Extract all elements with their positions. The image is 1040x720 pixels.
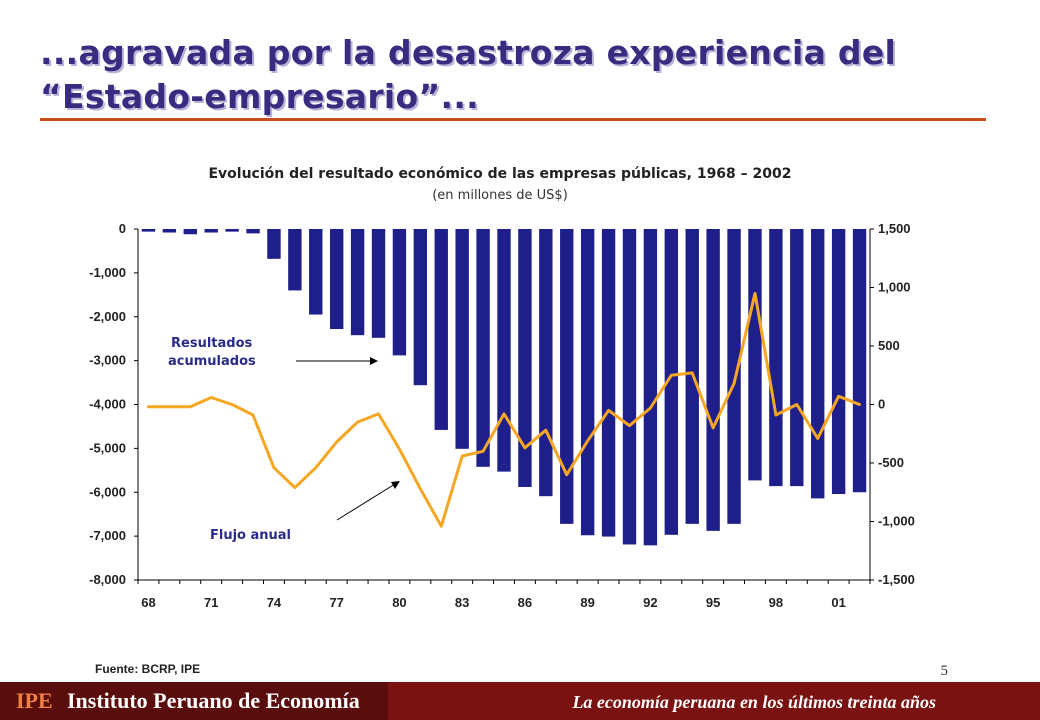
y-right-tick-label: -1,500 — [878, 572, 915, 587]
footer-org-block: IPE Instituto Peruano de Economía — [0, 682, 388, 720]
presentation-title: La economía peruana en los últimos trein… — [572, 692, 936, 712]
org-name: Instituto Peruano de Economía — [67, 688, 360, 713]
line-annotation-arrow — [336, 483, 396, 521]
y-left-tick-label: -6,000 — [89, 484, 126, 499]
bar — [288, 229, 302, 291]
bar — [204, 229, 218, 233]
bar — [183, 229, 197, 235]
bar — [831, 229, 846, 495]
bar — [852, 229, 867, 493]
y-right-tick-label: -1,000 — [878, 514, 915, 529]
bars-annotation-line1: Resultados — [171, 336, 252, 351]
x-tick-label: 98 — [769, 595, 783, 610]
x-tick-label: 83 — [455, 595, 469, 610]
x-tick-label: 01 — [831, 595, 845, 610]
bar — [455, 229, 469, 449]
y-right-tick-label: 1,000 — [878, 280, 911, 295]
x-tick-label: 95 — [706, 595, 720, 610]
y-right-tick-label: 0 — [878, 397, 885, 412]
x-tick-label: 92 — [643, 595, 657, 610]
y-left-tick-label: -4,000 — [89, 397, 126, 412]
bar — [413, 229, 428, 386]
y-left-tick-label: -2,000 — [89, 309, 126, 324]
chart-subtitle: (en millones de US$) — [432, 188, 568, 203]
bar — [664, 229, 679, 535]
title-underline — [40, 118, 986, 121]
line-annotation: Flujo anual — [210, 528, 291, 543]
x-tick-label: 86 — [518, 595, 532, 610]
bar — [329, 229, 344, 330]
y-left-tick-label: -5,000 — [89, 440, 126, 455]
y-left-tick-label: 0 — [119, 221, 126, 236]
bar — [769, 229, 783, 487]
bar — [580, 229, 595, 536]
y-left-tick-label: -8,000 — [89, 572, 126, 587]
y-right-tick-label: -500 — [878, 455, 904, 470]
footer-bar: IPE Instituto Peruano de Economía La eco… — [0, 682, 1040, 720]
x-tick-label: 74 — [267, 595, 282, 610]
chart-title: Evolución del resultado económico de las… — [208, 166, 792, 182]
y-left-tick-label: -7,000 — [89, 528, 126, 543]
bar — [225, 229, 239, 232]
line-annotation-arrowhead — [391, 481, 400, 489]
slide-title-line2: “Estado-empresario”... — [40, 77, 480, 116]
bar — [392, 229, 407, 356]
bar — [476, 229, 490, 467]
page-number: 5 — [940, 663, 949, 679]
y-right-tick-label: 500 — [878, 338, 900, 353]
bar — [309, 229, 323, 315]
ipe-logo: IPE — [16, 688, 53, 713]
bars-annotation-line2: acumulados — [168, 354, 256, 369]
bar — [811, 229, 825, 499]
bar — [141, 229, 156, 232]
x-tick-label: 77 — [329, 595, 343, 610]
x-tick-label: 68 — [141, 595, 155, 610]
bar — [246, 229, 260, 234]
bar — [518, 229, 532, 487]
y-left-tick-label: -1,000 — [89, 265, 126, 280]
bar — [434, 229, 448, 430]
x-tick-label: 89 — [580, 595, 594, 610]
y-left-tick-label: -3,000 — [89, 353, 126, 368]
bar — [162, 229, 177, 233]
bar — [706, 229, 720, 531]
x-tick-label: 71 — [204, 595, 218, 610]
slide-title-line1: ...agravada por la desastroza experienci… — [40, 33, 897, 72]
bar — [350, 229, 365, 336]
bar — [497, 229, 511, 472]
bar — [560, 229, 574, 524]
bar — [267, 229, 281, 259]
bar — [601, 229, 616, 537]
y-right-tick-label: 1,500 — [878, 221, 911, 236]
flujo-anual-line — [147, 291, 861, 528]
combo-chart: 0 -1,000 -2,000 -3,000 -4,000 -5,000 -6,000 -7,… — [89, 221, 915, 610]
bar — [371, 229, 386, 338]
bar — [727, 229, 741, 524]
source-note: Fuente: BCRP, IPE — [95, 662, 201, 676]
bar — [539, 229, 553, 497]
bars-annotation-arrowhead — [370, 357, 378, 365]
bar — [643, 229, 658, 546]
bar — [622, 229, 637, 545]
bar — [748, 229, 762, 481]
bar — [790, 229, 804, 487]
x-tick-label: 80 — [392, 595, 406, 610]
